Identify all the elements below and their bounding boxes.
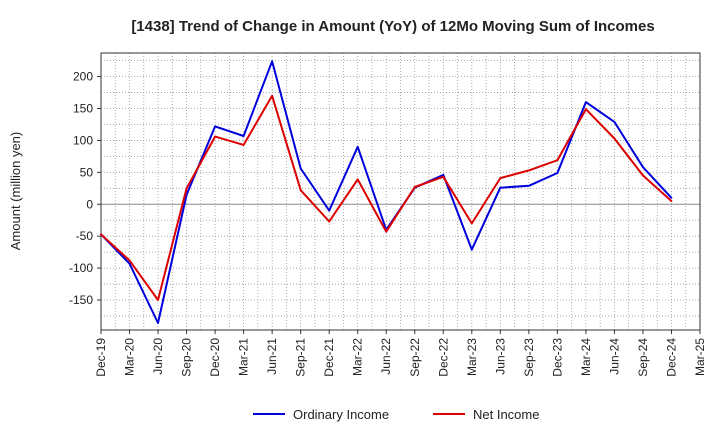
data-point-ordinary-income bbox=[271, 60, 274, 63]
data-point-ordinary-income bbox=[242, 135, 245, 137]
data-point-net-income bbox=[499, 177, 502, 179]
legend-label-net-income: Net Income bbox=[473, 407, 539, 422]
series bbox=[100, 60, 673, 324]
data-point-net-income bbox=[242, 144, 245, 146]
legend: Ordinary Income Net Income bbox=[253, 407, 539, 422]
data-point-net-income bbox=[413, 186, 416, 188]
y-tick-label: -150 bbox=[69, 293, 93, 307]
x-tick-label: Jun-21 bbox=[265, 338, 279, 375]
data-point-ordinary-income bbox=[527, 184, 530, 187]
data-point-ordinary-income bbox=[328, 209, 331, 212]
legend-label-ordinary-income: Ordinary Income bbox=[293, 407, 389, 422]
x-tick-label: Dec-19 bbox=[94, 338, 108, 377]
data-point-net-income bbox=[527, 169, 530, 172]
x-tick-label: Sep-21 bbox=[294, 338, 308, 377]
x-tick-label: Mar-23 bbox=[465, 338, 479, 376]
x-tick-label: Sep-22 bbox=[408, 338, 422, 377]
data-point-ordinary-income bbox=[613, 121, 616, 123]
x-tick-label: Sep-23 bbox=[522, 338, 536, 377]
x-tick-label: Dec-22 bbox=[436, 338, 450, 377]
plot-frame bbox=[100, 52, 701, 331]
data-point-ordinary-income bbox=[128, 262, 131, 265]
data-point-net-income bbox=[385, 230, 388, 233]
data-point-ordinary-income bbox=[499, 186, 502, 189]
x-tick-label: Jun-20 bbox=[151, 338, 165, 375]
data-point-ordinary-income bbox=[556, 172, 559, 174]
data-point-ordinary-income bbox=[185, 193, 188, 196]
x-tick-label: Jun-22 bbox=[379, 338, 393, 375]
data-point-net-income bbox=[613, 137, 616, 140]
x-tick-label: Dec-21 bbox=[322, 338, 336, 377]
chart-title: [1438] Trend of Change in Amount (YoY) o… bbox=[131, 18, 654, 35]
x-tick-label: Mar-24 bbox=[579, 338, 593, 376]
x-tick-label: Dec-24 bbox=[664, 338, 678, 377]
y-tick-label: 50 bbox=[80, 165, 94, 179]
x-tick-label: Mar-20 bbox=[123, 338, 137, 376]
x-tick-label: Mar-25 bbox=[693, 338, 707, 376]
y-ticks: -150 -100 -50 0 50 100 150 200 bbox=[69, 70, 101, 307]
data-point-net-income bbox=[299, 189, 302, 192]
data-point-net-income bbox=[157, 299, 159, 301]
data-point-net-income bbox=[470, 222, 473, 225]
data-point-ordinary-income bbox=[299, 167, 302, 170]
data-point-ordinary-income bbox=[670, 196, 673, 199]
data-point-ordinary-income bbox=[214, 125, 216, 128]
data-point-net-income bbox=[128, 259, 131, 262]
x-tick-label: Mar-22 bbox=[351, 338, 365, 376]
data-point-net-income bbox=[442, 175, 445, 178]
y-axis-label: Amount (million yen) bbox=[8, 132, 23, 251]
x-tick-label: Sep-24 bbox=[636, 338, 650, 377]
x-tick-label: Dec-20 bbox=[208, 338, 222, 377]
data-point-net-income bbox=[556, 159, 559, 162]
y-tick-label: -100 bbox=[69, 261, 93, 275]
data-point-net-income bbox=[214, 135, 216, 138]
data-point-net-income bbox=[185, 187, 188, 190]
y-tick-label: 200 bbox=[73, 70, 93, 84]
data-point-ordinary-income bbox=[585, 101, 587, 104]
data-point-ordinary-income bbox=[157, 322, 159, 324]
y-tick-label: 0 bbox=[86, 197, 93, 211]
data-point-ordinary-income bbox=[642, 166, 644, 169]
data-point-ordinary-income bbox=[356, 145, 359, 148]
x-tick-label: Sep-20 bbox=[180, 338, 194, 377]
data-point-net-income bbox=[271, 94, 274, 97]
data-point-net-income bbox=[100, 233, 102, 236]
x-tick-label: Mar-21 bbox=[237, 338, 251, 376]
y-tick-label: -50 bbox=[76, 229, 94, 243]
data-point-net-income bbox=[642, 174, 644, 177]
data-point-net-income bbox=[670, 200, 673, 202]
data-point-net-income bbox=[356, 178, 359, 181]
data-point-ordinary-income bbox=[470, 248, 473, 251]
y-tick-label: 150 bbox=[73, 102, 93, 116]
data-point-ordinary-income bbox=[442, 174, 445, 176]
data-point-net-income bbox=[328, 220, 331, 223]
data-point-net-income bbox=[585, 108, 587, 111]
x-tick-label: Dec-23 bbox=[550, 338, 564, 377]
grid bbox=[101, 53, 700, 330]
y-tick-label: 100 bbox=[73, 133, 93, 147]
x-tick-label: Jun-23 bbox=[493, 338, 507, 375]
x-tick-label: Jun-24 bbox=[607, 338, 621, 375]
x-ticks: Dec-19 Mar-20 Jun-20 Sep-20 Dec-20 Mar-21 Jun-… bbox=[94, 330, 707, 377]
